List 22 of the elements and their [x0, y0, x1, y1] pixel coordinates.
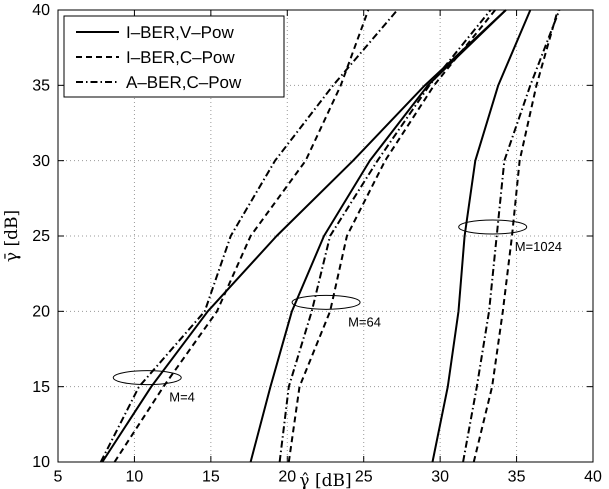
x-tick-label: 5 [54, 468, 63, 486]
y-tick-label: 35 [32, 77, 50, 94]
x-tick-label: 15 [202, 468, 220, 486]
annotation: M=1024 [514, 239, 562, 254]
y-tick-label: 10 [32, 454, 50, 472]
legend-label: A–BER,C–Pow [126, 73, 242, 92]
y-tick-label: 20 [32, 303, 50, 320]
x-tick-label: 20 [278, 468, 296, 486]
y-tick-label: 40 [32, 2, 50, 20]
x-tick-label: 30 [431, 468, 450, 486]
x-tick-label: 35 [508, 468, 526, 486]
y-tick-label: 25 [32, 228, 50, 246]
y-tick-label: 30 [32, 152, 50, 170]
annotation: M=64 [348, 314, 381, 330]
y-axis-title: γ̄ [dB] [2, 210, 22, 262]
legend-label: I–BER,V–Pow [126, 23, 234, 42]
legend-label: I–BER,C–Pow [126, 48, 236, 67]
x-tick-label: 40 [584, 468, 602, 486]
y-tick-label: 15 [32, 378, 50, 396]
annotation: M=4 [169, 390, 195, 405]
x-tick-label: 10 [126, 468, 144, 486]
x-tick-label: 25 [354, 468, 373, 486]
